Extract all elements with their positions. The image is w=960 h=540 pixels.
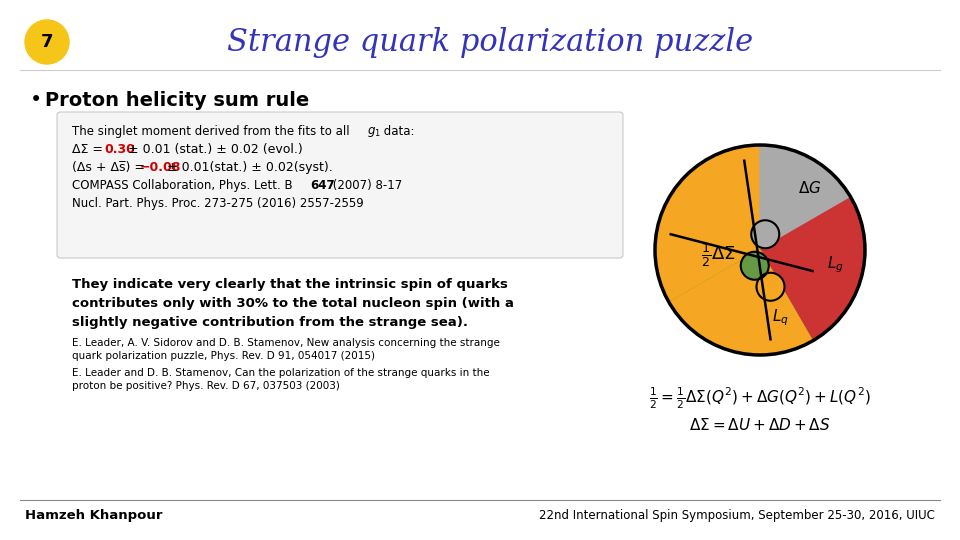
Text: ΔΣ =: ΔΣ = bbox=[72, 143, 107, 156]
Circle shape bbox=[741, 252, 769, 280]
Text: Hamzeh Khanpour: Hamzeh Khanpour bbox=[25, 509, 162, 522]
Text: COMPASS Collaboration, Phys. Lett. B: COMPASS Collaboration, Phys. Lett. B bbox=[72, 179, 297, 192]
Wedge shape bbox=[669, 250, 812, 355]
Text: $L_g$: $L_g$ bbox=[827, 255, 844, 275]
Text: $\Delta\Sigma = \Delta U + \Delta D + \Delta S$: $\Delta\Sigma = \Delta U + \Delta D + \D… bbox=[689, 417, 830, 433]
Text: The singlet moment derived from the fits to all: The singlet moment derived from the fits… bbox=[72, 125, 353, 138]
Text: 647: 647 bbox=[310, 179, 335, 192]
Text: E. Leader, A. V. Sidorov and D. B. Stamenov, New analysis concerning the strange: E. Leader, A. V. Sidorov and D. B. Stame… bbox=[72, 338, 500, 348]
Text: Strange quark polarization puzzle: Strange quark polarization puzzle bbox=[227, 26, 753, 57]
FancyBboxPatch shape bbox=[57, 112, 623, 258]
Text: proton be positive? Phys. Rev. D 67, 037503 (2003): proton be positive? Phys. Rev. D 67, 037… bbox=[72, 381, 340, 391]
Text: Proton helicity sum rule: Proton helicity sum rule bbox=[45, 91, 309, 110]
Text: 22nd International Spin Symposium, September 25-30, 2016, UIUC: 22nd International Spin Symposium, Septe… bbox=[540, 509, 935, 522]
Text: $\frac{1}{2} = \frac{1}{2}\Delta\Sigma(Q^2) + \Delta G(Q^2) + L(Q^2)$: $\frac{1}{2} = \frac{1}{2}\Delta\Sigma(Q… bbox=[649, 385, 871, 410]
Text: contributes only with 30% to the total nucleon spin (with a: contributes only with 30% to the total n… bbox=[72, 297, 514, 310]
Wedge shape bbox=[669, 250, 812, 355]
Text: ± 0.01 (stat.) ± 0.02 (evol.): ± 0.01 (stat.) ± 0.02 (evol.) bbox=[128, 143, 302, 156]
Text: data:: data: bbox=[380, 125, 415, 138]
Text: $\frac{1}{2}\Delta\Sigma$: $\frac{1}{2}\Delta\Sigma$ bbox=[701, 241, 735, 269]
Text: ± 0.01(stat.) ± 0.02(syst).: ± 0.01(stat.) ± 0.02(syst). bbox=[167, 161, 333, 174]
Text: $L_q$: $L_q$ bbox=[772, 308, 788, 328]
Circle shape bbox=[756, 273, 784, 301]
Text: $\Delta G$: $\Delta G$ bbox=[799, 180, 822, 196]
Text: quark polarization puzzle, Phys. Rev. D 91, 054017 (2015): quark polarization puzzle, Phys. Rev. D … bbox=[72, 351, 375, 361]
Text: They indicate very clearly that the intrinsic spin of quarks: They indicate very clearly that the intr… bbox=[72, 278, 508, 291]
Text: E. Leader and D. B. Stamenov, Can the polarization of the strange quarks in the: E. Leader and D. B. Stamenov, Can the po… bbox=[72, 368, 490, 378]
Wedge shape bbox=[655, 145, 812, 355]
Text: 7: 7 bbox=[40, 33, 53, 51]
Text: (2007) 8-17: (2007) 8-17 bbox=[329, 179, 402, 192]
Text: (Δs + Δs̅) =: (Δs + Δs̅) = bbox=[72, 161, 149, 174]
Wedge shape bbox=[760, 198, 865, 341]
Circle shape bbox=[25, 20, 69, 64]
Text: slightly negative contribution from the strange sea).: slightly negative contribution from the … bbox=[72, 316, 468, 329]
Text: 0.30: 0.30 bbox=[104, 143, 134, 156]
Text: Nucl. Part. Phys. Proc. 273-275 (2016) 2557-2559: Nucl. Part. Phys. Proc. 273-275 (2016) 2… bbox=[72, 197, 364, 210]
Circle shape bbox=[752, 220, 780, 248]
Wedge shape bbox=[760, 145, 851, 250]
Text: −0.08: −0.08 bbox=[140, 161, 181, 174]
Text: $g_1$: $g_1$ bbox=[367, 125, 381, 139]
Text: •: • bbox=[30, 90, 42, 110]
